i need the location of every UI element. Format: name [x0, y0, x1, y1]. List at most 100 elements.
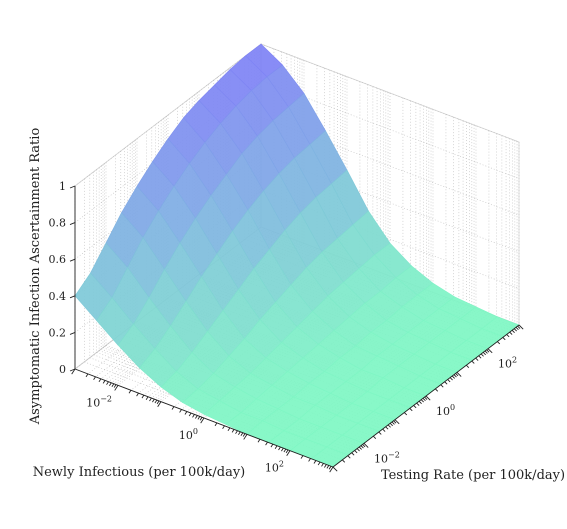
y-tick [386, 427, 388, 429]
y-tick [514, 329, 516, 331]
y-tick [333, 467, 337, 471]
x-tick [189, 413, 191, 416]
y-tick [448, 379, 450, 381]
y-tick [414, 405, 416, 407]
y-tick [479, 356, 481, 358]
y-tick [352, 453, 354, 455]
y-tick [497, 342, 499, 344]
x-tick [114, 385, 116, 388]
x-tick [232, 429, 234, 432]
x-tick [198, 416, 200, 419]
y-tick [516, 327, 518, 329]
x-tick [322, 463, 324, 466]
z-tick [70, 296, 75, 298]
z-tick-label: 0.6 [49, 253, 67, 266]
y-tick [410, 408, 412, 410]
x-tick [193, 414, 195, 417]
y-tick [454, 375, 456, 377]
x-tick [327, 465, 329, 468]
y-tick [435, 389, 437, 391]
x-tick [314, 461, 316, 464]
y-tick [383, 429, 385, 431]
y-tick [512, 330, 514, 332]
z-tick-label: 0.8 [49, 217, 67, 230]
x-tick [157, 401, 159, 404]
y-tick [379, 432, 381, 434]
y-tick [476, 358, 478, 360]
y-tick [388, 425, 390, 427]
y-tick [510, 332, 512, 334]
x-tick [185, 412, 187, 415]
z-tick [70, 332, 75, 334]
y-tick [425, 397, 427, 399]
y-tick [450, 378, 452, 380]
y-tick [507, 334, 509, 336]
z-tick-label: 0 [59, 363, 66, 376]
y-tick [357, 449, 359, 451]
y-tick [419, 401, 421, 403]
z-tick [70, 223, 75, 225]
x-tick [195, 415, 197, 418]
x-tick [112, 384, 114, 387]
z-tick [70, 259, 75, 261]
y-tick [359, 447, 361, 449]
x-tick [266, 442, 268, 445]
y-tick [472, 361, 474, 363]
y-tick [348, 456, 350, 458]
z-tick-label: 1 [59, 180, 66, 193]
z-tick [70, 186, 75, 188]
y-tick [394, 421, 396, 423]
y-tick [485, 351, 487, 353]
y-tick [445, 382, 447, 384]
x-tick [109, 383, 111, 386]
x-tick [172, 407, 174, 410]
x-tick [275, 446, 277, 449]
y-tick [483, 352, 485, 354]
x-tick [200, 417, 202, 420]
x-tick [284, 449, 286, 452]
x-tick [271, 444, 273, 447]
y-tick [421, 400, 423, 402]
y-axis-label: Testing Rate (per 100k/day) [381, 468, 565, 483]
x-tick [286, 450, 288, 453]
y-tick [361, 446, 363, 448]
x-tick-label: 10−2 [86, 394, 112, 409]
x-tick [243, 434, 245, 437]
x-tick [142, 395, 144, 398]
z-tick-label: 0.2 [49, 326, 67, 339]
y-tick [452, 376, 454, 378]
y-tick [363, 444, 365, 446]
y-tick [373, 436, 375, 438]
y-tick [487, 350, 489, 352]
x-tick [215, 423, 217, 426]
y-tick-label: 102 [498, 356, 517, 371]
x-tick [309, 458, 311, 461]
x-tick [146, 397, 148, 400]
z-axis-label: Asymptomatic Infection Ascertainment Rat… [28, 128, 43, 426]
x-tick [155, 400, 157, 403]
y-tick [417, 403, 419, 405]
y-tick [518, 326, 520, 328]
x-tick [324, 464, 326, 467]
x-tick [258, 439, 260, 442]
y-tick [503, 337, 505, 339]
x-tick [281, 448, 283, 451]
x-tick [180, 409, 182, 412]
y-tick [355, 450, 357, 452]
x-tick [279, 447, 281, 450]
y-tick-label: 100 [436, 403, 455, 418]
y-tick [456, 373, 458, 375]
x-tick [99, 379, 101, 382]
x-tick [223, 426, 225, 429]
y-tick [466, 365, 468, 367]
x-tick [329, 466, 331, 469]
x-tick [129, 390, 131, 393]
x-tick-label: 100 [179, 427, 198, 442]
z-tick-label: 0.4 [49, 290, 67, 303]
x-tick [94, 377, 96, 380]
y-tick [404, 413, 406, 415]
x-tick [137, 393, 139, 396]
x-tick [150, 398, 152, 401]
y-tick [423, 398, 425, 400]
